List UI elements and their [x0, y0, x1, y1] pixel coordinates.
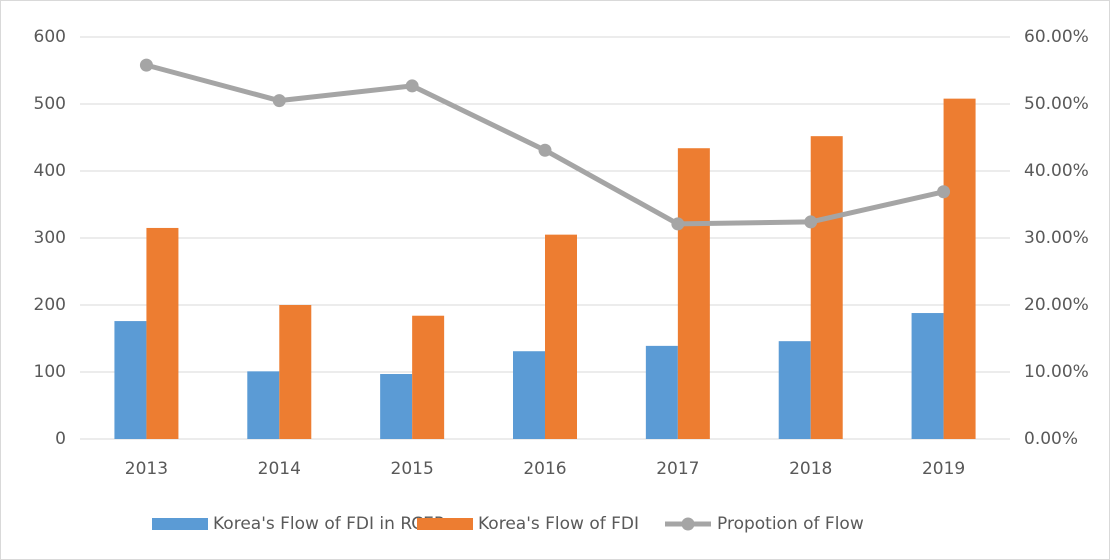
- y2-tick-label: 30.00%: [1024, 228, 1089, 248]
- bar: [146, 227, 179, 439]
- bar: [645, 345, 678, 439]
- legend-swatch: [681, 517, 695, 531]
- y2-tick-label: 60.00%: [1024, 27, 1089, 47]
- bar: [545, 234, 577, 439]
- legend-label: Korea's Flow of FDI: [478, 514, 639, 534]
- y-tick-label: 500: [34, 94, 66, 114]
- y2-tick-label: 20.00%: [1024, 295, 1089, 315]
- y2-tick-label: 50.00%: [1024, 94, 1089, 114]
- x-tick-label: 2019: [922, 459, 965, 479]
- y2-tick-label: 0.00%: [1024, 429, 1078, 449]
- bar: [677, 148, 710, 439]
- x-tick-label: 2015: [391, 459, 434, 479]
- x-tick-label: 2014: [258, 459, 301, 479]
- line-marker: [272, 94, 286, 108]
- y-tick-label: 600: [34, 27, 66, 47]
- bar: [279, 305, 312, 439]
- bar: [513, 351, 545, 439]
- line-marker: [139, 58, 153, 72]
- bar: [380, 374, 413, 439]
- y-tick-label: 300: [34, 228, 66, 248]
- line-marker: [804, 215, 818, 229]
- y2-tick-label: 10.00%: [1024, 362, 1089, 382]
- x-tick-label: 2013: [125, 459, 168, 479]
- bar: [412, 315, 445, 439]
- x-tick-label: 2017: [656, 459, 699, 479]
- x-tick-label: 2018: [789, 459, 832, 479]
- bar: [114, 321, 147, 439]
- y-tick-label: 400: [34, 161, 66, 181]
- legend-swatch: [152, 518, 208, 530]
- line-marker: [671, 217, 685, 231]
- bar: [943, 98, 976, 439]
- legend-swatch: [417, 518, 473, 530]
- bar: [911, 313, 944, 439]
- bar: [247, 371, 280, 439]
- x-tick-label: 2016: [523, 459, 566, 479]
- bar: [810, 136, 843, 439]
- y-tick-label: 0: [55, 429, 66, 449]
- legend-label: Propotion of Flow: [717, 514, 864, 534]
- bar: [778, 341, 811, 439]
- line-marker: [937, 185, 951, 199]
- y-tick-label: 100: [34, 362, 66, 382]
- y-tick-label: 200: [34, 295, 66, 315]
- y2-tick-label: 40.00%: [1024, 161, 1089, 181]
- line-marker: [538, 143, 552, 157]
- line-marker: [405, 79, 419, 93]
- legend-label: Korea's Flow of FDI in RCEP: [213, 514, 444, 534]
